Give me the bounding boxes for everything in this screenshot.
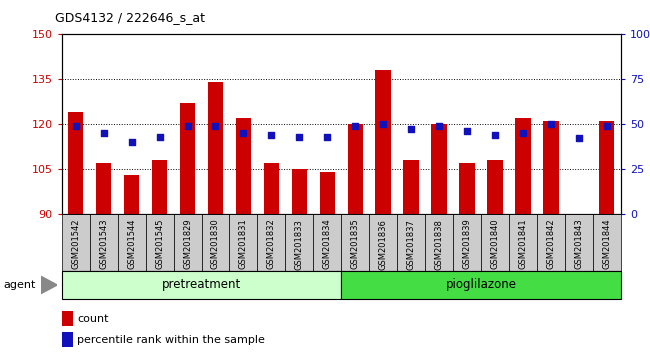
Bar — [453, 214, 481, 271]
Bar — [404, 160, 419, 214]
Bar — [320, 172, 335, 214]
Bar — [425, 214, 453, 271]
Point — [350, 123, 360, 129]
Bar — [96, 163, 111, 214]
Bar — [565, 214, 593, 271]
Point — [294, 134, 305, 139]
Point — [266, 132, 277, 138]
Bar — [515, 118, 530, 214]
Bar — [481, 214, 509, 271]
Bar — [313, 214, 341, 271]
Text: GSM201831: GSM201831 — [239, 219, 248, 269]
Bar — [90, 214, 118, 271]
Bar — [124, 175, 139, 214]
Point — [238, 130, 248, 136]
Bar — [229, 214, 257, 271]
Bar — [152, 160, 167, 214]
Bar — [369, 214, 397, 271]
Point — [546, 121, 556, 127]
Text: GSM201832: GSM201832 — [267, 219, 276, 269]
Point — [490, 132, 501, 138]
Text: GSM201841: GSM201841 — [519, 219, 527, 269]
Bar — [341, 214, 369, 271]
Bar — [236, 118, 251, 214]
Point — [406, 126, 416, 132]
Bar — [208, 82, 223, 214]
Polygon shape — [41, 276, 57, 294]
Point — [70, 123, 81, 129]
Bar — [292, 169, 307, 214]
Bar — [488, 160, 502, 214]
Bar — [257, 214, 285, 271]
Bar — [146, 214, 174, 271]
Point — [602, 123, 612, 129]
Point — [378, 121, 389, 127]
Bar — [432, 124, 447, 214]
Bar — [460, 163, 474, 214]
Bar — [62, 311, 73, 326]
Bar — [180, 103, 195, 214]
Text: GSM201836: GSM201836 — [379, 219, 387, 270]
Bar — [118, 214, 146, 271]
Bar — [62, 214, 90, 271]
Point — [574, 136, 584, 141]
Point — [322, 134, 332, 139]
Text: GSM201842: GSM201842 — [547, 219, 555, 269]
Text: GSM201545: GSM201545 — [155, 219, 164, 269]
Bar — [174, 214, 202, 271]
Point — [211, 123, 221, 129]
Bar — [341, 271, 621, 299]
Bar — [68, 112, 83, 214]
Text: pretreatment: pretreatment — [162, 279, 241, 291]
Point — [155, 134, 165, 139]
Text: pioglilazone: pioglilazone — [445, 279, 517, 291]
Point — [434, 123, 445, 129]
Point — [126, 139, 137, 145]
Text: GDS4132 / 222646_s_at: GDS4132 / 222646_s_at — [55, 11, 205, 24]
Bar — [348, 124, 363, 214]
Bar — [593, 214, 621, 271]
Bar — [599, 121, 614, 214]
Point — [518, 130, 528, 136]
Bar — [543, 121, 558, 214]
Bar — [376, 70, 391, 214]
Bar — [62, 271, 341, 299]
Text: GSM201834: GSM201834 — [323, 219, 332, 269]
Text: GSM201829: GSM201829 — [183, 219, 192, 269]
Text: GSM201839: GSM201839 — [463, 219, 471, 269]
Text: GSM201840: GSM201840 — [491, 219, 499, 269]
Text: GSM201543: GSM201543 — [99, 219, 108, 269]
Text: agent: agent — [3, 280, 36, 290]
Text: GSM201837: GSM201837 — [407, 219, 415, 270]
Bar — [62, 332, 73, 347]
Bar — [397, 214, 425, 271]
Text: GSM201835: GSM201835 — [351, 219, 359, 269]
Text: GSM201833: GSM201833 — [295, 219, 304, 270]
Bar — [509, 214, 537, 271]
Text: GSM201838: GSM201838 — [435, 219, 443, 270]
Bar — [202, 214, 229, 271]
Text: GSM201844: GSM201844 — [603, 219, 611, 269]
Point — [462, 128, 473, 134]
Point — [182, 123, 193, 129]
Point — [99, 130, 109, 136]
Text: GSM201843: GSM201843 — [575, 219, 583, 269]
Bar — [285, 214, 313, 271]
Bar — [264, 163, 279, 214]
Text: GSM201830: GSM201830 — [211, 219, 220, 269]
Text: GSM201544: GSM201544 — [127, 219, 136, 269]
Text: count: count — [77, 314, 109, 324]
Text: percentile rank within the sample: percentile rank within the sample — [77, 335, 265, 345]
Text: GSM201542: GSM201542 — [72, 219, 80, 269]
Bar — [537, 214, 565, 271]
